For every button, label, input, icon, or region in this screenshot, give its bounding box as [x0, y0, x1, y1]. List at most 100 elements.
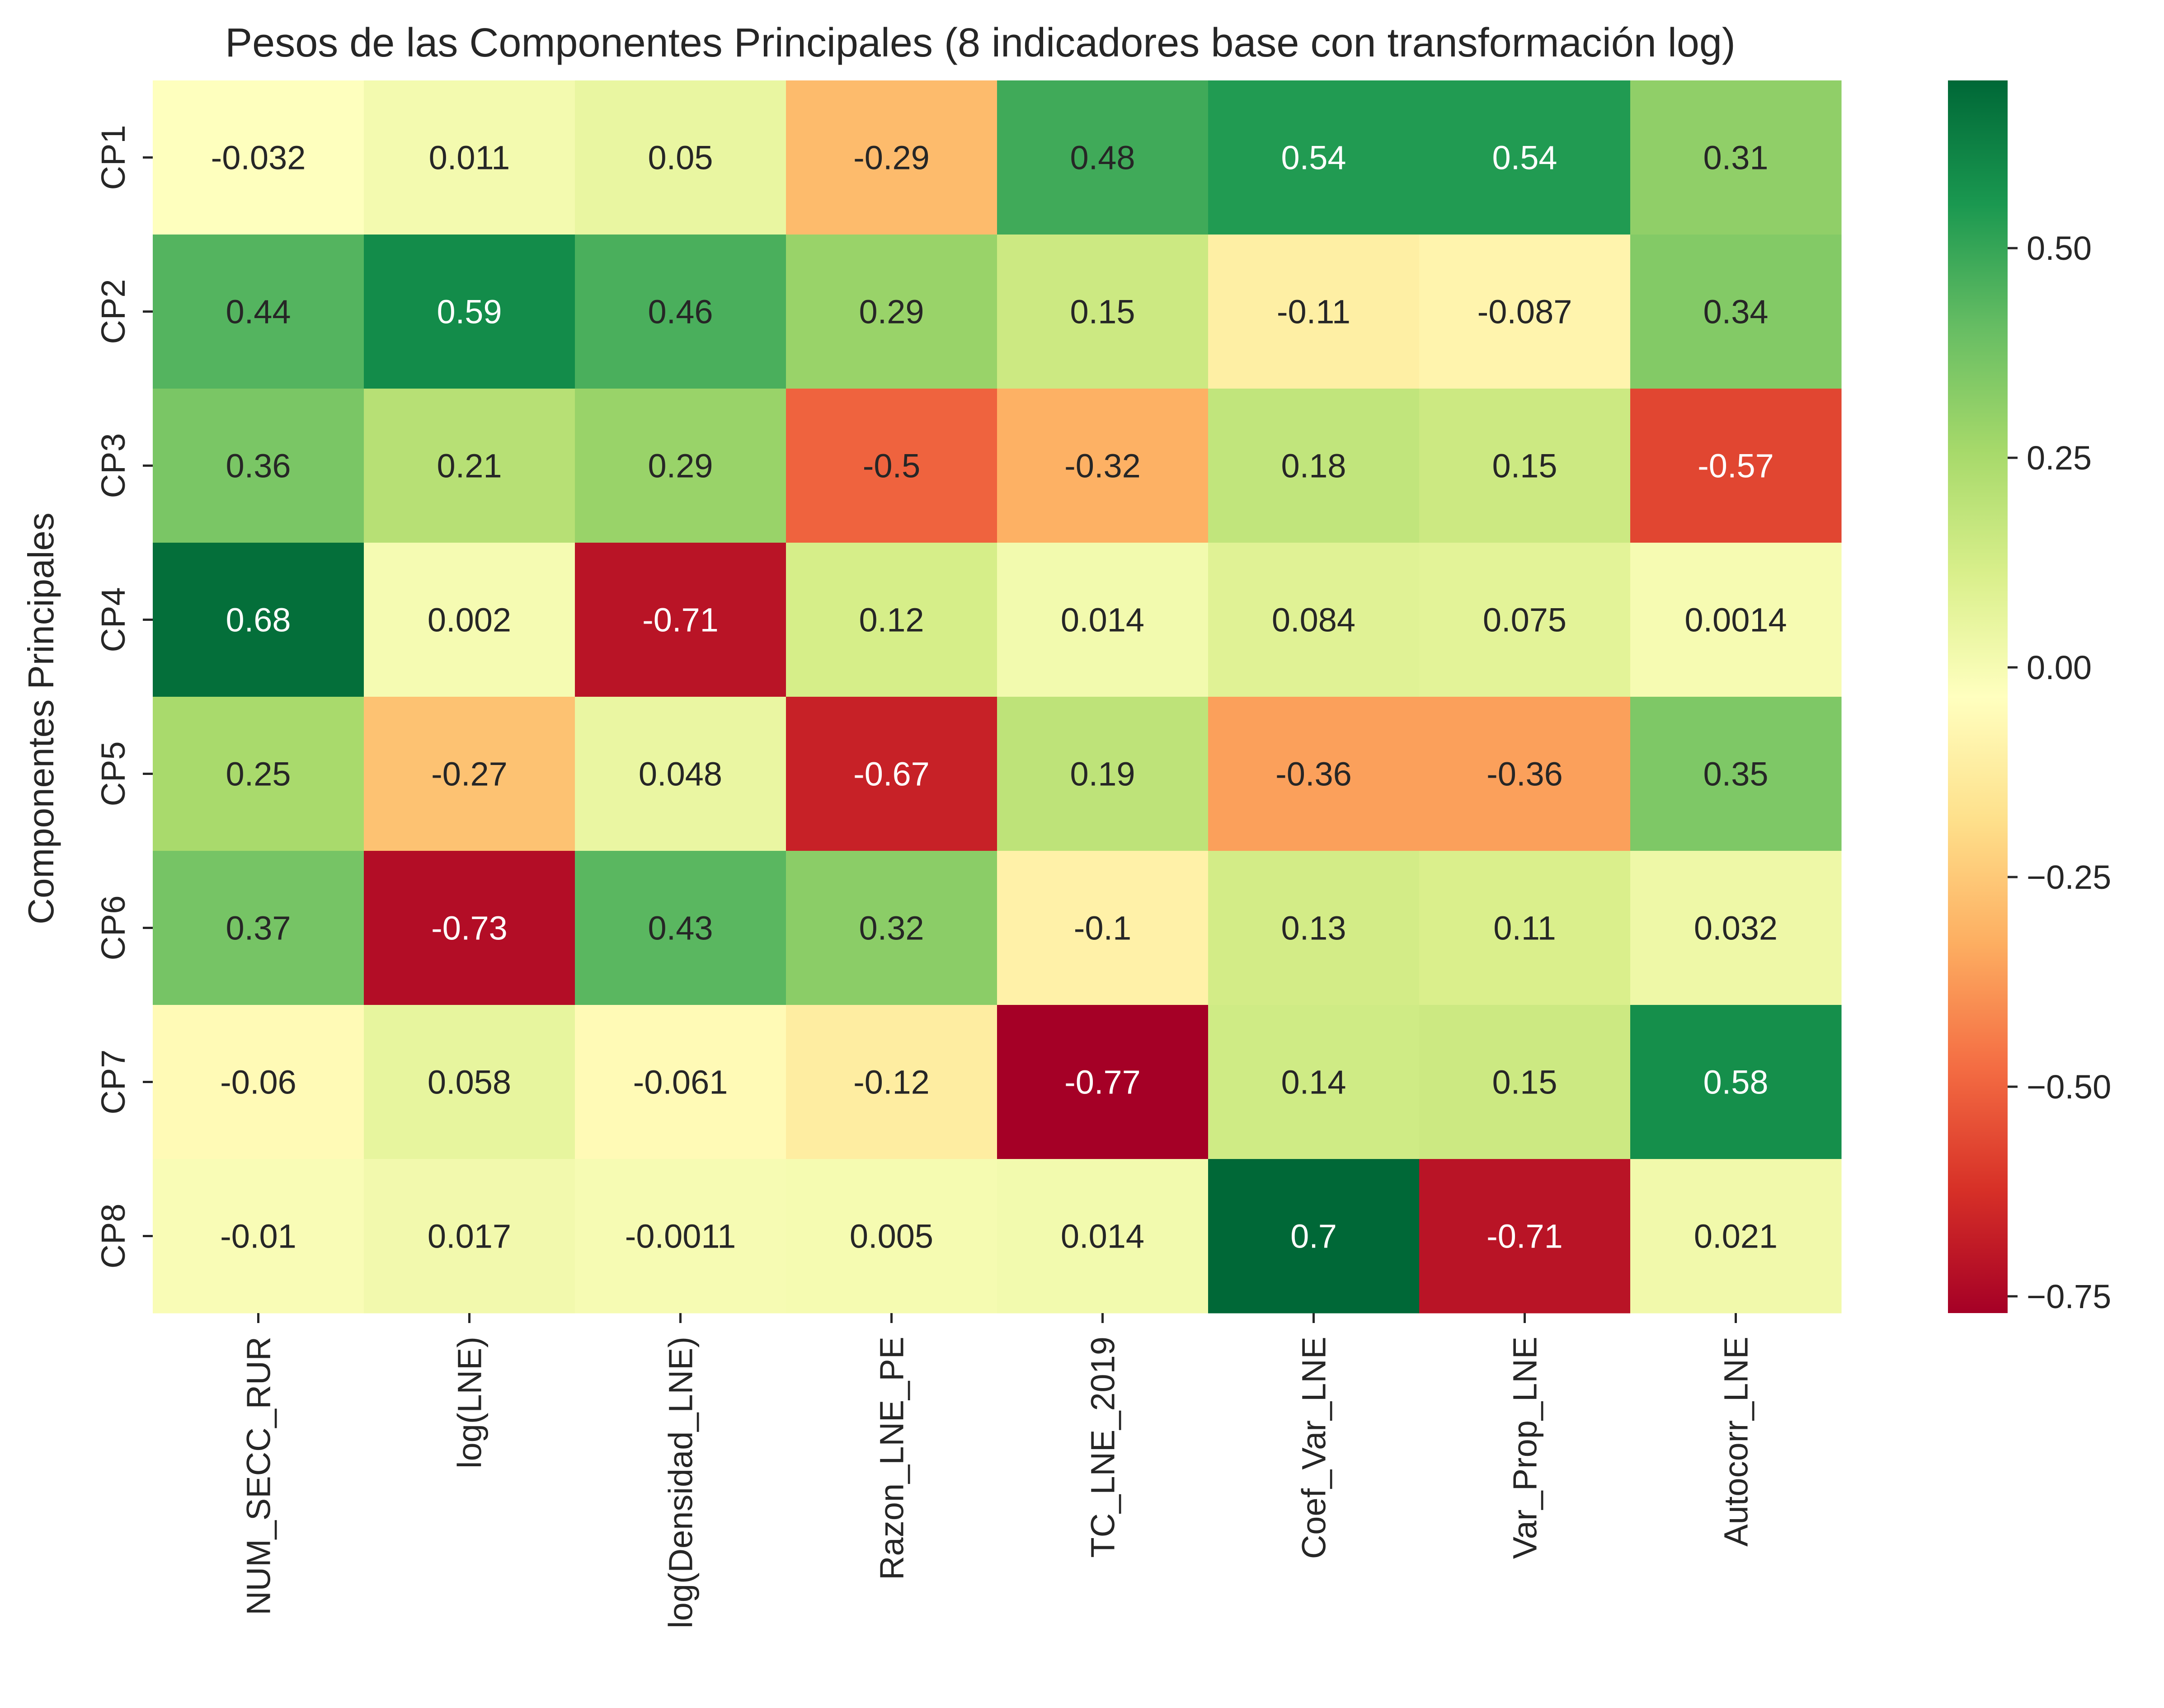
cell-value-label: -0.36 — [1487, 755, 1563, 793]
cell-value-label: 0.36 — [226, 447, 291, 485]
heatmap-cell — [364, 851, 575, 1005]
column-tick-label: Autocorr_LNE — [1717, 1337, 1755, 1547]
column-tick-label: Razon_LNE_PE — [873, 1337, 911, 1580]
cell-value-label: 0.21 — [437, 447, 502, 485]
cell-value-label: 0.31 — [1703, 139, 1768, 177]
heatmap-cell — [786, 851, 997, 1005]
cell-value-label: -0.73 — [431, 910, 508, 947]
heatmap-cell — [1419, 1005, 1631, 1159]
heatmap-cell — [364, 1005, 575, 1159]
heatmap-cell — [1208, 80, 1420, 235]
cell-value-label: -0.11 — [1277, 293, 1350, 331]
cell-value-label: 0.68 — [226, 601, 291, 639]
heatmap-cell — [153, 80, 364, 235]
heatmap-cell — [1630, 543, 1842, 697]
heatmap-cell — [153, 851, 364, 1005]
heatmap-cell — [786, 697, 997, 851]
heatmap-cell — [997, 851, 1209, 1005]
column-tick-labels: NUM_SECC_RUR log(LNE) log(Densidad_LNE) Raz… — [240, 1313, 1755, 1628]
chart-title: Pesos de las Componentes Principales (8 … — [225, 20, 1736, 66]
cell-value-label: 0.048 — [639, 755, 722, 793]
heatmap-cell — [1630, 389, 1842, 543]
heatmap-cell — [786, 80, 997, 235]
cell-value-label: 0.29 — [648, 447, 713, 485]
cell-value-label: 0.7 — [1290, 1218, 1337, 1255]
cell-value-label: 0.15 — [1492, 1064, 1557, 1101]
column-tick-label: Coef_Var_LNE — [1295, 1337, 1333, 1559]
column-tick-label: log(LNE) — [451, 1337, 489, 1469]
y-axis-label: Componentes Principales — [21, 512, 61, 924]
heatmap-cell — [786, 1005, 997, 1159]
heatmap-cell — [786, 389, 997, 543]
heatmap-cell — [153, 697, 364, 851]
heatmap-cell — [1208, 1005, 1420, 1159]
heatmap-cell — [575, 697, 786, 851]
cell-value-label: 0.48 — [1070, 139, 1135, 177]
heatmap-cell — [153, 389, 364, 543]
colorbar-tick-label: −0.75 — [2027, 1278, 2111, 1315]
heatmap-cell — [997, 389, 1209, 543]
heatmap-cell — [1208, 697, 1420, 851]
column-tick-label: TC_LNE_2019 — [1084, 1337, 1122, 1558]
heatmap-cell — [1419, 543, 1631, 697]
cell-value-label: 0.05 — [648, 139, 713, 177]
row-tick-label: CP6 — [94, 896, 132, 961]
cell-value-label: 0.002 — [428, 601, 511, 639]
cell-value-label: -0.57 — [1698, 447, 1774, 485]
heatmap-cell — [153, 1005, 364, 1159]
heatmap-cell — [153, 543, 364, 697]
heatmap-cell — [1630, 1005, 1842, 1159]
row-tick-label: CP5 — [94, 741, 132, 807]
heatmap-cell — [364, 389, 575, 543]
cell-value-label: -0.27 — [431, 755, 508, 793]
cell-value-label: 0.46 — [648, 293, 713, 331]
heatmap-cell — [575, 80, 786, 235]
heatmap-cell — [1630, 80, 1842, 235]
heatmap-cell — [1419, 80, 1631, 235]
colorbar: 0.50 0.25 0.00 −0.25 −0.50 −0.75 — [1948, 80, 2111, 1315]
heatmap-cell — [1630, 851, 1842, 1005]
heatmap-cell — [575, 235, 786, 389]
cell-value-label: -0.32 — [1064, 447, 1141, 485]
colorbar-tick-label: 0.25 — [2027, 439, 2092, 477]
cell-value-label: 0.29 — [859, 293, 924, 331]
heatmap-cell — [1208, 1159, 1420, 1314]
cell-value-label: -0.01 — [220, 1218, 296, 1255]
cell-value-label: 0.44 — [226, 293, 291, 331]
cell-value-label: -0.71 — [1487, 1218, 1563, 1255]
cell-value-label: -0.5 — [863, 447, 921, 485]
column-tick-label: NUM_SECC_RUR — [240, 1337, 278, 1615]
heatmap-cell — [153, 1159, 364, 1314]
cell-value-label: 0.011 — [429, 139, 510, 177]
cell-value-label: -0.36 — [1275, 755, 1352, 793]
heatmap-cell — [1419, 851, 1631, 1005]
heatmap-cell — [1419, 235, 1631, 389]
colorbar-gradient — [1948, 80, 2008, 1313]
cell-value-label: 0.59 — [437, 293, 502, 331]
cell-value-label: 0.35 — [1703, 755, 1768, 793]
column-tick-label: log(Densidad_LNE) — [662, 1337, 700, 1628]
heatmap-cells — [153, 80, 1842, 1314]
colorbar-tick-label: 0.50 — [2027, 230, 2092, 267]
cell-value-label: 0.43 — [648, 910, 713, 947]
heatmap-cell — [997, 1159, 1209, 1314]
column-tick-label: Var_Prop_LNE — [1506, 1337, 1544, 1559]
heatmap-cell — [153, 235, 364, 389]
cell-value-label: 0.15 — [1070, 293, 1135, 331]
cell-value-label: -0.67 — [853, 755, 930, 793]
cell-value-label: 0.058 — [428, 1064, 511, 1101]
cell-value-label: 0.005 — [850, 1218, 933, 1255]
cell-value-label: 0.18 — [1281, 447, 1346, 485]
cell-value-label: 0.017 — [428, 1218, 511, 1255]
heatmap-cell — [575, 851, 786, 1005]
heatmap-cell — [997, 1005, 1209, 1159]
heatmap-cell — [786, 543, 997, 697]
heatmap-cell — [786, 1159, 997, 1314]
cell-value-label: 0.34 — [1703, 293, 1768, 331]
cell-value-label: 0.15 — [1492, 447, 1557, 485]
heatmap-cell — [575, 1005, 786, 1159]
cell-value-label: -0.06 — [220, 1064, 296, 1101]
heatmap-cell — [1630, 235, 1842, 389]
heatmap-cell — [575, 543, 786, 697]
